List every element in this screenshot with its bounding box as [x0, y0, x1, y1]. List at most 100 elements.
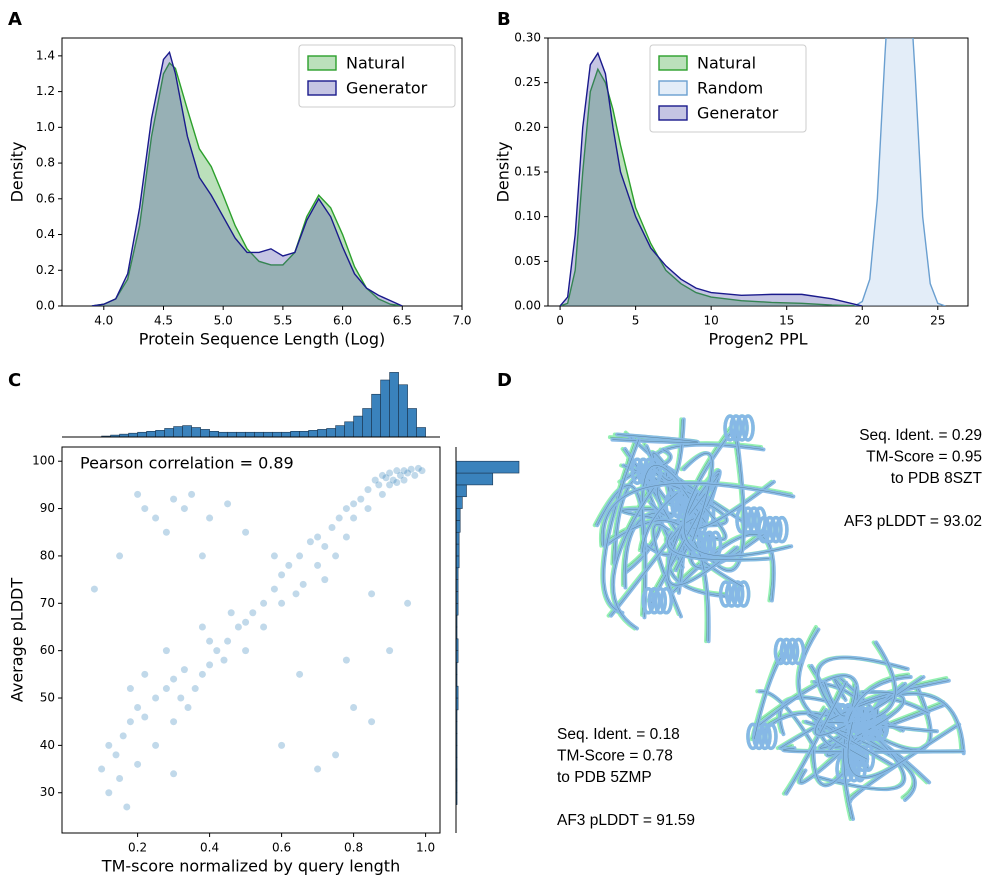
- helix-turn: [718, 580, 733, 608]
- legend-swatch: [307, 55, 337, 71]
- ribbon-edge: [612, 486, 656, 629]
- scatter-point: [299, 580, 307, 588]
- panel-label: D: [497, 370, 512, 391]
- ribbon-edge: [843, 676, 911, 819]
- scatter-point: [234, 623, 242, 631]
- density-area: [854, 38, 946, 306]
- scatter-point: [126, 685, 134, 693]
- histogram-bar: [137, 431, 147, 438]
- scatter-point: [350, 514, 358, 522]
- scatter-point: [389, 476, 397, 484]
- scatter-point: [134, 490, 142, 498]
- scatter-point: [198, 670, 206, 678]
- x-tick-label: 6.0: [333, 314, 352, 328]
- scatter-point: [177, 694, 185, 702]
- x-tick-label: 15: [779, 314, 794, 328]
- legend-label: Natural: [346, 54, 405, 73]
- y-tick-label: 0.30: [514, 31, 541, 45]
- histogram-bar: [416, 427, 426, 438]
- annotation: Pearson correlation = 0.89: [80, 454, 294, 473]
- x-tick-label: 4.5: [154, 314, 173, 328]
- density-line: [854, 38, 946, 306]
- scatter-point: [321, 576, 329, 584]
- histogram-bar: [191, 427, 201, 438]
- legend-box: [298, 44, 456, 108]
- histogram-bar: [155, 430, 165, 438]
- ribbon-edge: [847, 722, 907, 778]
- ribbon-edge: [824, 682, 857, 717]
- density-area: [91, 52, 403, 306]
- histogram-bar: [407, 408, 417, 438]
- ribbon-edge: [817, 657, 908, 720]
- helix-turn: [642, 457, 657, 485]
- histogram-bar: [236, 431, 246, 438]
- scatter-point: [242, 647, 250, 655]
- plot-frame: [61, 37, 463, 307]
- y-tick-label: 60: [40, 643, 55, 657]
- y-tick-label: 0.05: [514, 254, 541, 268]
- density-area: [91, 63, 403, 306]
- histogram-bar: [326, 428, 336, 438]
- scatter-point: [170, 495, 178, 503]
- scatter-point: [386, 469, 394, 477]
- scatter-point: [314, 561, 322, 569]
- x-axis-label: Progen2 PPL: [709, 330, 808, 349]
- scatter-point: [141, 713, 149, 721]
- scatter-point: [296, 670, 304, 678]
- histogram-bar: [146, 430, 156, 438]
- helix-turn: [735, 414, 749, 442]
- scatter-point: [350, 500, 358, 508]
- ribbon-edge: [603, 439, 639, 614]
- scatter-point: [170, 770, 178, 778]
- scatter-point: [90, 585, 98, 593]
- scatter-point: [180, 666, 188, 674]
- y-tick-label: 0.25: [514, 75, 541, 89]
- ribbon-edge: [610, 473, 719, 616]
- scatter-point: [270, 552, 278, 560]
- protein-structures: [592, 414, 966, 821]
- helix-turn: [696, 530, 711, 559]
- scatter-point: [364, 486, 372, 494]
- histogram-bar: [455, 460, 520, 474]
- scatter-point: [213, 647, 221, 655]
- y-tick-label: 0.10: [514, 209, 541, 223]
- x-tick-label: 0: [556, 314, 564, 328]
- helix-turn: [862, 706, 877, 734]
- ribbon-edge: [642, 464, 686, 550]
- plot-frame: [547, 37, 969, 307]
- histogram-bar: [254, 431, 264, 438]
- structure-note: to PDB 5ZMP: [557, 769, 652, 786]
- scatter-point: [220, 656, 228, 664]
- y-tick-label: 40: [40, 738, 55, 752]
- histogram-bar: [371, 393, 381, 438]
- scatter-point: [119, 732, 127, 740]
- histogram-bar: [317, 429, 327, 438]
- x-tick-label: 25: [930, 314, 945, 328]
- helix-turn: [757, 515, 771, 544]
- helix-turn: [791, 637, 806, 666]
- scatter-point: [411, 471, 419, 479]
- ribbon-edge: [786, 682, 847, 794]
- histogram-bar: [182, 425, 192, 438]
- histogram-bar: [389, 372, 399, 438]
- y-tick-label: 0.8: [36, 156, 55, 170]
- scatter-point: [152, 694, 160, 702]
- density-line: [91, 50, 403, 306]
- histogram-bar: [362, 408, 372, 438]
- ribbon-edge: [683, 452, 713, 542]
- scatter-point: [296, 552, 304, 560]
- y-tick-label: 0.4: [36, 227, 55, 241]
- legend-swatch: [307, 80, 337, 96]
- histogram-bar: [455, 484, 467, 498]
- scatter-point: [368, 718, 376, 726]
- x-tick-label: 0.6: [272, 841, 291, 855]
- ribbon-edge: [612, 434, 698, 443]
- ribbon-edge: [754, 653, 784, 740]
- x-tick-label: 7.0: [452, 314, 471, 328]
- panel-label: C: [8, 370, 21, 391]
- ribbon-edge: [624, 512, 685, 588]
- scatter-point: [180, 505, 188, 513]
- legend-swatch: [658, 105, 688, 121]
- scatter-point: [141, 505, 149, 513]
- legend-label: Generator: [697, 104, 779, 123]
